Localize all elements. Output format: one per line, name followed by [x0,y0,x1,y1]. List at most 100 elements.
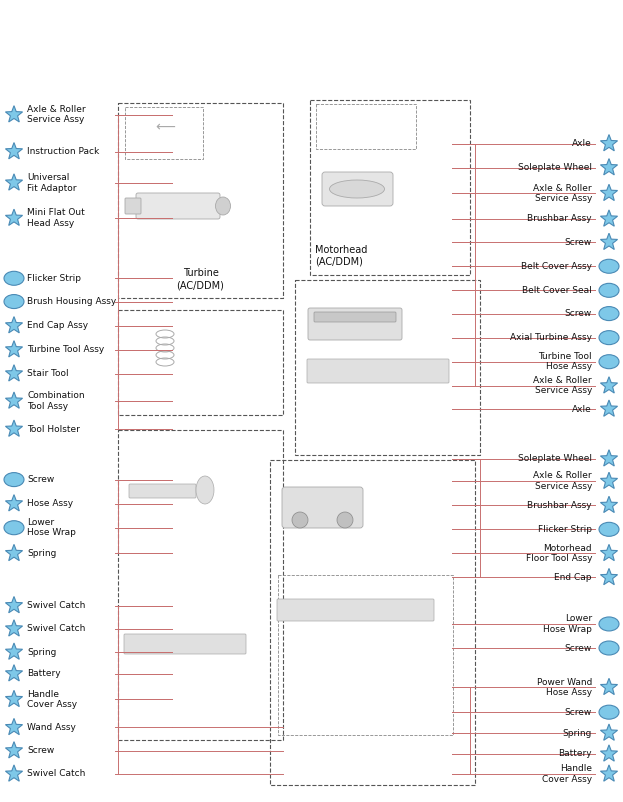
Text: Battery: Battery [558,749,592,759]
Polygon shape [601,210,617,226]
Ellipse shape [599,354,619,369]
Text: Universal
Fit Adaptor: Universal Fit Adaptor [27,173,77,192]
Polygon shape [601,496,617,512]
Polygon shape [601,400,617,416]
Text: Handle
Cover Assy: Handle Cover Assy [542,764,592,784]
Text: Screw: Screw [27,746,54,755]
Text: Turbine Tool
Hose Assy: Turbine Tool Hose Assy [538,352,592,371]
Ellipse shape [599,617,619,631]
Ellipse shape [599,522,619,537]
Text: Screw: Screw [565,643,592,653]
Circle shape [292,512,308,528]
Text: Axle: Axle [573,139,592,148]
Text: Lower
Hose Wrap: Lower Hose Wrap [27,518,76,537]
Text: ⟵: ⟵ [155,120,175,134]
FancyBboxPatch shape [308,308,402,340]
Text: Handle
Cover Assy: Handle Cover Assy [27,690,77,709]
FancyBboxPatch shape [125,198,141,214]
Polygon shape [601,450,617,466]
Text: Axle & Roller
Service Assy: Axle & Roller Service Assy [533,472,592,491]
Ellipse shape [599,306,619,321]
Polygon shape [6,209,22,225]
Polygon shape [601,472,617,488]
Text: Screw: Screw [565,309,592,318]
Text: Axial Turbine Assy: Axial Turbine Assy [510,333,592,342]
Polygon shape [601,184,617,200]
Polygon shape [601,745,617,761]
Text: Combination
Tool Assy: Combination Tool Assy [27,391,85,411]
Polygon shape [601,545,617,561]
Text: Battery: Battery [27,669,60,678]
Ellipse shape [599,641,619,655]
FancyBboxPatch shape [282,487,363,528]
Polygon shape [601,135,617,151]
Polygon shape [6,742,22,758]
Ellipse shape [216,197,231,215]
Text: Motorhead
(AC/DDM): Motorhead (AC/DDM) [315,245,368,267]
Text: Hose Assy: Hose Assy [27,499,73,508]
Polygon shape [601,724,617,740]
FancyBboxPatch shape [307,359,449,383]
Text: Axle & Roller
Service Assy: Axle & Roller Service Assy [27,105,85,124]
Ellipse shape [4,294,24,309]
Text: Wand Assy: Wand Assy [27,723,76,732]
Text: Motorhead
Floor Tool Assy: Motorhead Floor Tool Assy [525,544,592,563]
FancyBboxPatch shape [124,634,246,654]
Text: Screw: Screw [27,475,54,484]
Polygon shape [601,678,617,695]
Polygon shape [6,365,22,381]
Text: Lower
Hose Wrap: Lower Hose Wrap [543,614,592,634]
FancyBboxPatch shape [136,193,220,219]
Text: Brushbar Assy: Brushbar Assy [528,500,592,510]
Text: Turbine
(AC/DDM): Turbine (AC/DDM) [176,269,224,290]
Text: Brushbar Assy: Brushbar Assy [528,214,592,224]
Text: Power Wand
Hose Assy: Power Wand Hose Assy [536,678,592,697]
Text: Brush Housing Assy: Brush Housing Assy [27,297,117,306]
Text: Spring: Spring [27,549,56,558]
Text: Axle: Axle [573,404,592,414]
Polygon shape [6,174,22,190]
Ellipse shape [599,705,619,719]
Text: Stair Tool: Stair Tool [27,369,69,379]
Polygon shape [601,159,617,175]
Circle shape [337,512,353,528]
Text: Tool Holster: Tool Holster [27,424,80,434]
Polygon shape [6,495,22,511]
Ellipse shape [4,520,24,535]
Text: Swivel Catch: Swivel Catch [27,769,85,779]
Polygon shape [6,392,22,408]
Text: Axle & Roller
Service Assy: Axle & Roller Service Assy [533,184,592,203]
Polygon shape [6,341,22,357]
Text: Instruction Pack: Instruction Pack [27,147,99,156]
Text: Swivel Catch: Swivel Catch [27,601,85,610]
Text: Belt Cover Assy: Belt Cover Assy [521,261,592,271]
Text: Mini Flat Out
Head Assy: Mini Flat Out Head Assy [27,209,85,228]
Polygon shape [6,597,22,613]
Polygon shape [6,545,22,561]
Text: End Cap: End Cap [554,573,592,582]
Polygon shape [6,143,22,159]
Text: End Cap Assy: End Cap Assy [27,321,88,330]
Polygon shape [6,691,22,707]
Ellipse shape [4,472,24,487]
Polygon shape [601,765,617,781]
Text: Soleplate Wheel: Soleplate Wheel [518,163,592,172]
Ellipse shape [330,180,384,198]
Polygon shape [601,377,617,393]
Text: Axle & Roller
Service Assy: Axle & Roller Service Assy [533,376,592,395]
FancyBboxPatch shape [129,484,196,498]
Text: Turbine Tool Assy: Turbine Tool Assy [27,345,104,354]
FancyBboxPatch shape [314,312,396,322]
Ellipse shape [4,271,24,286]
Text: Flicker Strip: Flicker Strip [27,273,81,283]
Polygon shape [6,665,22,681]
Ellipse shape [196,476,214,504]
Polygon shape [601,233,617,249]
Polygon shape [6,719,22,735]
Polygon shape [6,106,22,122]
FancyBboxPatch shape [322,172,393,206]
Text: Screw: Screw [565,237,592,247]
Polygon shape [6,643,22,659]
Text: Flicker Strip: Flicker Strip [538,525,592,534]
Ellipse shape [599,330,619,345]
